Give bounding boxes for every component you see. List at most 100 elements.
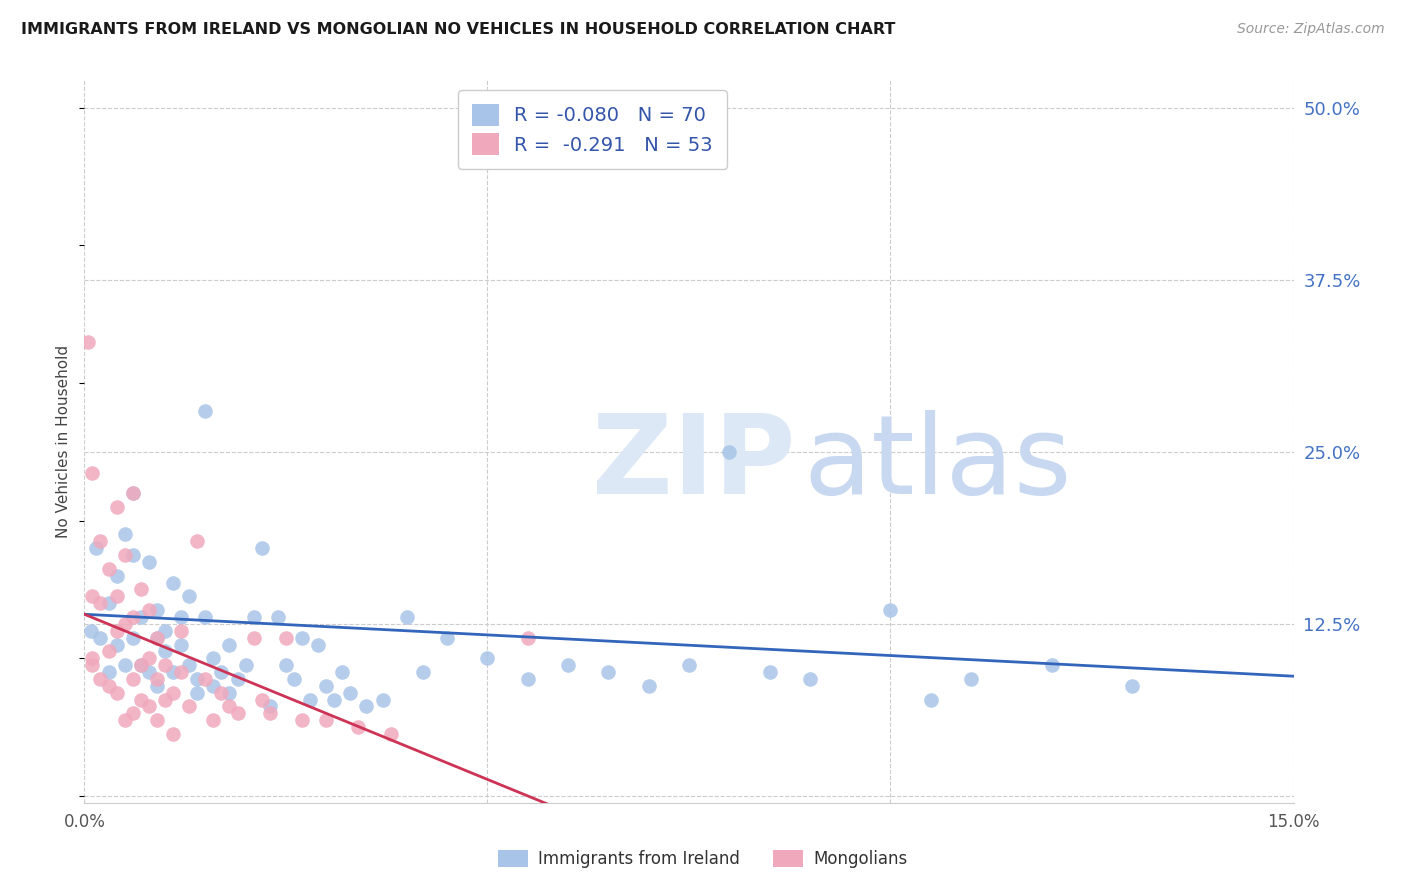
Point	[146, 631, 169, 645]
Point	[89, 631, 111, 645]
Point	[77, 334, 100, 349]
Point	[283, 672, 305, 686]
Point	[209, 665, 232, 679]
Point	[129, 658, 152, 673]
Point	[97, 644, 120, 658]
Point	[202, 651, 225, 665]
Point	[129, 610, 152, 624]
Point	[170, 610, 193, 624]
Point	[242, 610, 264, 624]
Point	[114, 548, 136, 562]
Text: Source: ZipAtlas.com: Source: ZipAtlas.com	[1237, 22, 1385, 37]
Point	[97, 596, 120, 610]
Point	[179, 590, 201, 604]
Point	[960, 672, 983, 686]
Point	[146, 679, 169, 693]
Y-axis label: No Vehicles in Household: No Vehicles in Household	[56, 345, 72, 538]
Point	[162, 727, 184, 741]
Point	[121, 486, 143, 500]
Point	[129, 658, 152, 673]
Point	[226, 672, 249, 686]
Text: ZIP: ZIP	[592, 409, 796, 516]
Point	[299, 692, 322, 706]
Point	[1040, 658, 1063, 673]
Point	[477, 651, 499, 665]
Point	[291, 631, 314, 645]
Point	[218, 699, 240, 714]
Point	[179, 699, 201, 714]
Point	[356, 699, 378, 714]
Point	[138, 651, 160, 665]
Point	[138, 555, 160, 569]
Point	[339, 686, 361, 700]
Point	[82, 466, 104, 480]
Point	[114, 658, 136, 673]
Point	[315, 679, 337, 693]
Point	[920, 692, 942, 706]
Point	[557, 658, 579, 673]
Point	[380, 727, 402, 741]
Point	[879, 603, 901, 617]
Point	[121, 486, 143, 500]
Point	[347, 720, 370, 734]
Point	[218, 638, 240, 652]
Point	[186, 672, 208, 686]
Point	[121, 610, 143, 624]
Point	[218, 686, 240, 700]
Point	[146, 631, 169, 645]
Point	[97, 679, 120, 693]
Point	[371, 692, 394, 706]
Point	[121, 548, 143, 562]
Point	[105, 624, 128, 638]
Point	[86, 541, 108, 556]
Point	[153, 692, 176, 706]
Point	[114, 713, 136, 727]
Point	[114, 527, 136, 541]
Point	[105, 686, 128, 700]
Point	[89, 596, 111, 610]
Point	[146, 603, 169, 617]
Point	[138, 665, 160, 679]
Point	[598, 665, 620, 679]
Point	[121, 672, 143, 686]
Point	[153, 624, 176, 638]
Point	[315, 713, 337, 727]
Point	[138, 603, 160, 617]
Point	[170, 624, 193, 638]
Point	[121, 631, 143, 645]
Point	[89, 534, 111, 549]
Point	[250, 541, 273, 556]
Point	[194, 672, 217, 686]
Point	[89, 672, 111, 686]
Point	[202, 679, 225, 693]
Point	[1121, 679, 1143, 693]
Point	[274, 631, 297, 645]
Point	[259, 699, 281, 714]
Point	[80, 624, 103, 638]
Point	[105, 568, 128, 582]
Text: IMMIGRANTS FROM IRELAND VS MONGOLIAN NO VEHICLES IN HOUSEHOLD CORRELATION CHART: IMMIGRANTS FROM IRELAND VS MONGOLIAN NO …	[21, 22, 896, 37]
Point	[114, 616, 136, 631]
Point	[82, 651, 104, 665]
Point	[146, 713, 169, 727]
Point	[718, 445, 741, 459]
Point	[274, 658, 297, 673]
Point	[799, 672, 821, 686]
Point	[97, 562, 120, 576]
Point	[235, 658, 257, 673]
Point	[82, 590, 104, 604]
Point	[516, 672, 538, 686]
Point	[242, 631, 264, 645]
Text: atlas: atlas	[804, 409, 1073, 516]
Point	[758, 665, 780, 679]
Point	[202, 713, 225, 727]
Point	[209, 686, 232, 700]
Point	[186, 534, 208, 549]
Point	[678, 658, 700, 673]
Point	[516, 631, 538, 645]
Point	[323, 692, 346, 706]
Point	[436, 631, 458, 645]
Point	[194, 403, 217, 417]
Point	[637, 679, 659, 693]
Point	[105, 590, 128, 604]
